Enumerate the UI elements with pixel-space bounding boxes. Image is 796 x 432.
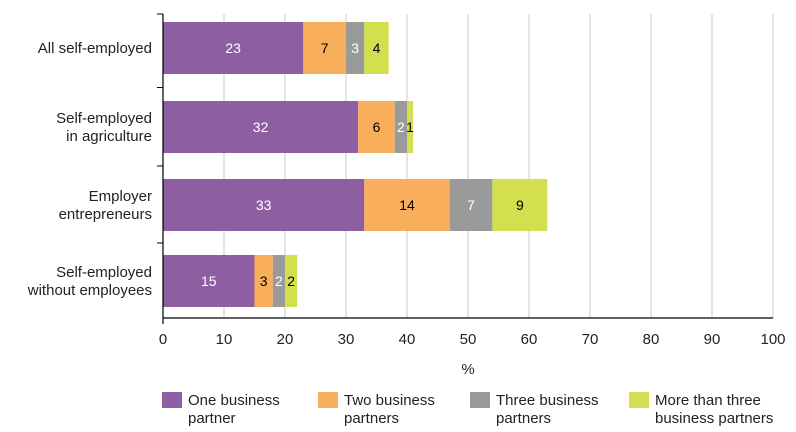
legend-swatch-3 <box>629 392 649 408</box>
bar-segment-cat3-series3 <box>285 255 298 307</box>
bar-segment-cat2-series3 <box>492 179 548 231</box>
x-tick-label-70: 70 <box>582 331 599 348</box>
legend-swatch-1 <box>318 392 338 408</box>
bar-segment-cat0-series0 <box>163 22 304 74</box>
bar-segment-cat2-series1 <box>364 179 450 231</box>
legend-label-2: Three business partners <box>496 392 599 427</box>
data-label-cat0-series2: 3 <box>351 40 359 56</box>
x-tick-label-0: 0 <box>159 331 167 348</box>
legend-label-0: One business partner <box>188 392 280 427</box>
data-label-cat1-series2: 2 <box>397 119 405 135</box>
data-label-cat2-series2: 7 <box>467 197 475 213</box>
data-label-cat3-series3: 2 <box>287 273 295 289</box>
data-label-cat3-series1: 3 <box>260 273 268 289</box>
data-label-cat2-series3: 9 <box>516 197 524 213</box>
category-label-3: Self-employed without employees <box>27 264 152 299</box>
data-label-cat0-series1: 7 <box>321 40 329 56</box>
bar-segment-cat0-series1 <box>303 22 346 74</box>
data-label-cat2-series0: 33 <box>256 197 272 213</box>
data-label-cat3-series0: 15 <box>201 273 217 289</box>
bar-segment-cat2-series2 <box>449 179 493 231</box>
x-tick-label-10: 10 <box>216 331 233 348</box>
x-tick-label-40: 40 <box>399 331 416 348</box>
x-tick-labels: 0 10 20 30 40 50 60 70 80 90 100 <box>159 331 786 348</box>
legend-item-0: One business partner <box>162 392 280 427</box>
axes <box>157 13 773 324</box>
bar-segment-cat0-series2 <box>346 22 365 74</box>
x-tick-label-20: 20 <box>277 331 294 348</box>
x-tick-label-80: 80 <box>643 331 660 348</box>
bar-segment-cat1-series3 <box>407 101 414 153</box>
x-tick-label-100: 100 <box>760 331 785 348</box>
data-label-cat0-series0: 23 <box>225 40 241 56</box>
category-label-1: Self-employed in agriculture <box>56 110 152 145</box>
x-tick-label-60: 60 <box>521 331 538 348</box>
data-label-cat1-series0: 32 <box>253 119 269 135</box>
data-label-cat1-series1: 6 <box>373 119 381 135</box>
x-tick-label-30: 30 <box>338 331 355 348</box>
bar-segment-cat1-series2 <box>394 101 407 153</box>
data-label-cat3-series2: 2 <box>275 273 283 289</box>
x-tick-label-50: 50 <box>460 331 477 348</box>
bar-segment-cat1-series0 <box>163 101 359 153</box>
legend-label-3: More than three business partners <box>655 392 773 427</box>
x-tick-label-90: 90 <box>704 331 721 348</box>
legend-item-2: Three business partners <box>470 392 599 427</box>
bar-segment-cat0-series3 <box>364 22 389 74</box>
legend-item-1: Two business partners <box>318 392 435 427</box>
category-label-2: Employer entrepreneurs <box>59 188 152 223</box>
data-label-cat2-series1: 14 <box>399 197 415 213</box>
bar-segment-cat3-series0 <box>163 255 255 307</box>
x-axis-title: % <box>461 361 474 378</box>
legend-swatch-2 <box>470 392 490 408</box>
bar-segment-cat3-series2 <box>272 255 285 307</box>
legend-label-1: Two business partners <box>344 392 435 427</box>
bar-segments: 23 7 3 432 6 2 133 14 7 915 3 2 2 <box>163 22 548 307</box>
bar-segment-cat2-series0 <box>163 179 365 231</box>
data-label-cat1-series3: 1 <box>406 119 414 135</box>
bar-segment-cat3-series1 <box>254 255 273 307</box>
category-label-0: All self-employed <box>38 40 152 57</box>
legend-item-3: More than three business partners <box>629 392 773 427</box>
bar-segment-cat1-series1 <box>358 101 395 153</box>
data-label-cat0-series3: 4 <box>373 40 381 56</box>
category-labels: All self-employed Self-employed in agricul… <box>27 40 152 299</box>
legend-swatch-0 <box>162 392 182 408</box>
legend: One business partner Two business partners T… <box>162 392 773 427</box>
